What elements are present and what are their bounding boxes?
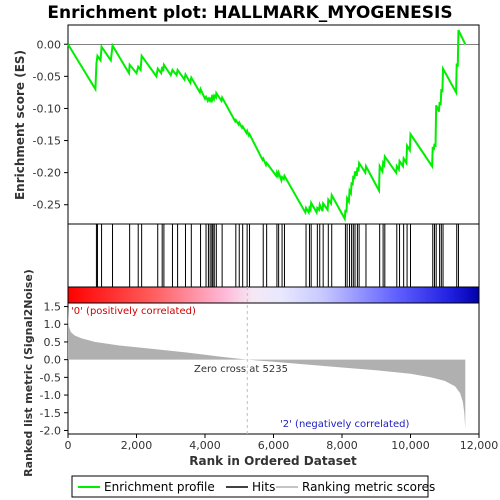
legend-label-metric: Ranking metric scores	[302, 480, 435, 494]
x-tick-label: 0	[65, 439, 72, 452]
metric-axis-ticks: 1.5 1.0 0.5 0.0 -0.5 -1.0 -1.5 -2.0	[40, 301, 68, 437]
hit-markers	[95, 224, 459, 287]
es-tick-label: -0.15	[33, 135, 61, 148]
metric-tick-label: -2.0	[40, 424, 61, 437]
legend: Enrichment profile Hits Ranking metric s…	[71, 475, 435, 498]
es-tick-label: -0.10	[33, 102, 61, 115]
x-axis-label: Rank in Ordered Dataset	[189, 454, 357, 468]
metric-tick-label: -1.5	[40, 407, 61, 420]
x-tick-label: 2,000	[121, 439, 153, 452]
es-y-axis-label: Enrichment score (ES)	[13, 50, 27, 200]
metric-tick-label: -0.5	[40, 371, 61, 384]
x-tick-label: 10,000	[391, 439, 430, 452]
chart-title: Enrichment plot: HALLMARK_MYOGENESIS	[47, 3, 452, 23]
metric-tick-label: 0.5	[44, 336, 62, 349]
es-panel-frame	[67, 24, 480, 225]
es-tick-label: -0.05	[33, 70, 61, 83]
ranking-color-gradient	[67, 286, 480, 304]
ranking-metric-area	[68, 306, 466, 429]
es-axis-ticks: 0.00 -0.05 -0.10 -0.15 -0.20 -0.25	[33, 38, 68, 212]
hits-panel	[67, 223, 480, 288]
positive-annotation: '0' (positively correlated)	[71, 306, 196, 317]
metric-panel: 1.5 1.0 0.5 0.0 -0.5 -1.0 -1.5 -2.0 '0' (positi…	[40, 287, 480, 437]
x-tick-label: 8,000	[326, 439, 358, 452]
es-tick-label: -0.20	[33, 167, 61, 180]
x-tick-label: 12,000	[460, 439, 499, 452]
metric-tick-label: 1.5	[44, 301, 62, 314]
negative-annotation: '2' (negatively correlated)	[280, 419, 409, 430]
es-tick-label: 0.00	[37, 38, 62, 51]
enrichment-profile-line	[67, 29, 467, 223]
x-tick-label: 6,000	[258, 439, 290, 452]
metric-y-axis-label: Ranked list metric (Signal2Noise)	[22, 269, 35, 477]
metric-tick-label: 0.0	[44, 354, 62, 367]
legend-label-enrichment: Enrichment profile	[104, 480, 215, 494]
legend-box	[71, 475, 429, 498]
es-tick-label: -0.25	[33, 199, 61, 212]
legend-label-hits: Hits	[252, 480, 275, 494]
metric-tick-label: -1.0	[40, 389, 61, 402]
x-axis-ticks: 0 2,000 4,000 6,000 8,000 10,000 12,000	[65, 434, 499, 452]
zero-cross-annotation: Zero cross at 5235	[194, 364, 288, 375]
metric-tick-label: 1.0	[44, 318, 62, 331]
x-tick-label: 4,000	[189, 439, 221, 452]
ranking-color-bar	[67, 286, 480, 304]
es-panel: 0.00 -0.05 -0.10 -0.15 -0.20 -0.25	[33, 24, 480, 225]
